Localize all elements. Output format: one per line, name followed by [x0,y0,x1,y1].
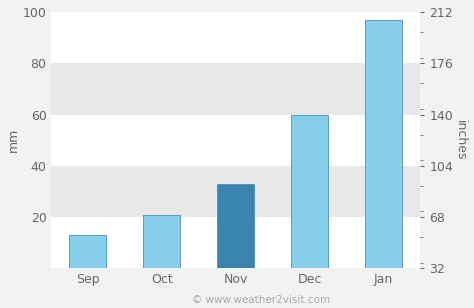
Bar [217,184,254,269]
Bar [291,115,328,269]
Bar [51,166,420,217]
Y-axis label: inches: inches [454,120,467,160]
Text: © www.weather2visit.com: © www.weather2visit.com [191,295,330,305]
Bar [51,115,420,166]
Bar [365,20,402,269]
Y-axis label: mm: mm [7,128,20,152]
Bar [51,63,420,115]
Bar [51,12,420,63]
Bar [143,215,180,269]
Bar [51,217,420,269]
Bar [69,235,106,269]
